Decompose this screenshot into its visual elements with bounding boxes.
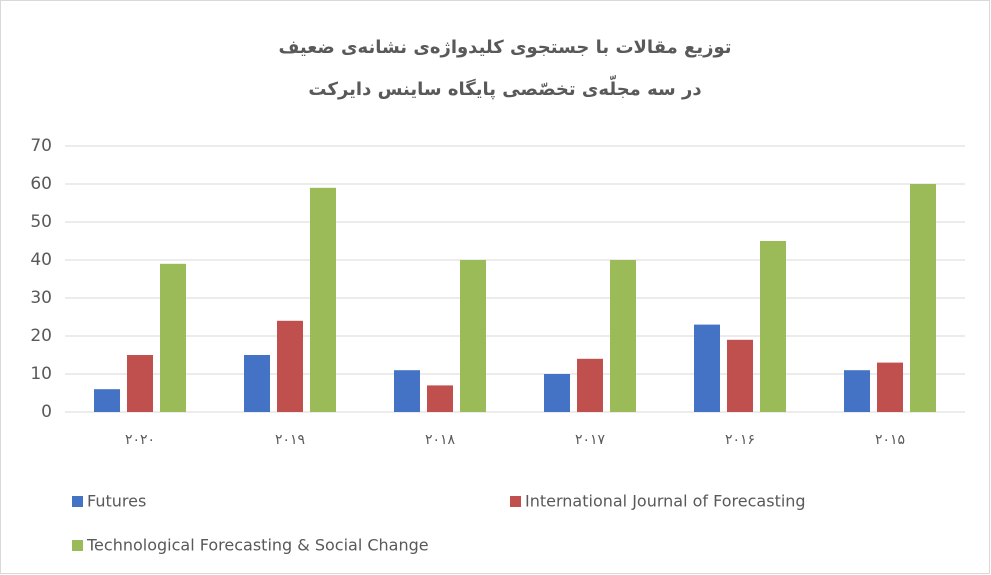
y-tick-label: 70 (30, 136, 52, 156)
legend-label: Technological Forecasting & Social Chang… (86, 536, 429, 555)
legend-swatch (72, 496, 83, 507)
bar (94, 389, 120, 412)
bar (277, 320, 303, 412)
legend-label: International Journal of Forecasting (525, 492, 806, 511)
chart-title: توزیع مقالات با جستجوی کلیدواژه‌ی نشانه‌… (278, 37, 731, 58)
legend-label: Futures (87, 492, 146, 511)
bar (910, 184, 936, 412)
bar (427, 385, 453, 412)
y-tick-label: 0 (41, 402, 52, 422)
bar (760, 241, 786, 412)
bar (127, 355, 153, 412)
y-tick-label: 30 (30, 288, 52, 308)
y-tick-label: 50 (30, 212, 52, 232)
x-tick-label: ۲۰۲۰ (125, 432, 155, 448)
bar (244, 355, 270, 412)
bar (544, 374, 570, 412)
chart-title: در سه مجلّه‌ی تخصّصی پایگاه ساینس دایرکت (308, 75, 701, 100)
x-tick-label: ۲۰۱۵ (875, 432, 905, 448)
bar (610, 260, 636, 412)
y-tick-label: 20 (30, 326, 52, 346)
y-tick-label: 40 (30, 250, 52, 270)
legend-swatch (510, 496, 521, 507)
bar (577, 358, 603, 412)
bar (160, 263, 186, 412)
x-tick-label: ۲۰۱۸ (425, 432, 456, 448)
bar (310, 187, 336, 412)
bar (394, 370, 420, 412)
x-tick-label: ۲۰۱۷ (575, 432, 606, 448)
x-tick-label: ۲۰۱۹ (275, 432, 305, 448)
legend-swatch (72, 540, 83, 551)
bar (877, 362, 903, 412)
bar (844, 370, 870, 412)
x-tick-label: ۲۰۱۶ (725, 432, 755, 448)
bar (460, 260, 486, 412)
y-tick-label: 10 (30, 364, 52, 384)
bar (727, 339, 753, 412)
y-tick-label: 60 (30, 174, 52, 194)
bar (694, 324, 720, 412)
